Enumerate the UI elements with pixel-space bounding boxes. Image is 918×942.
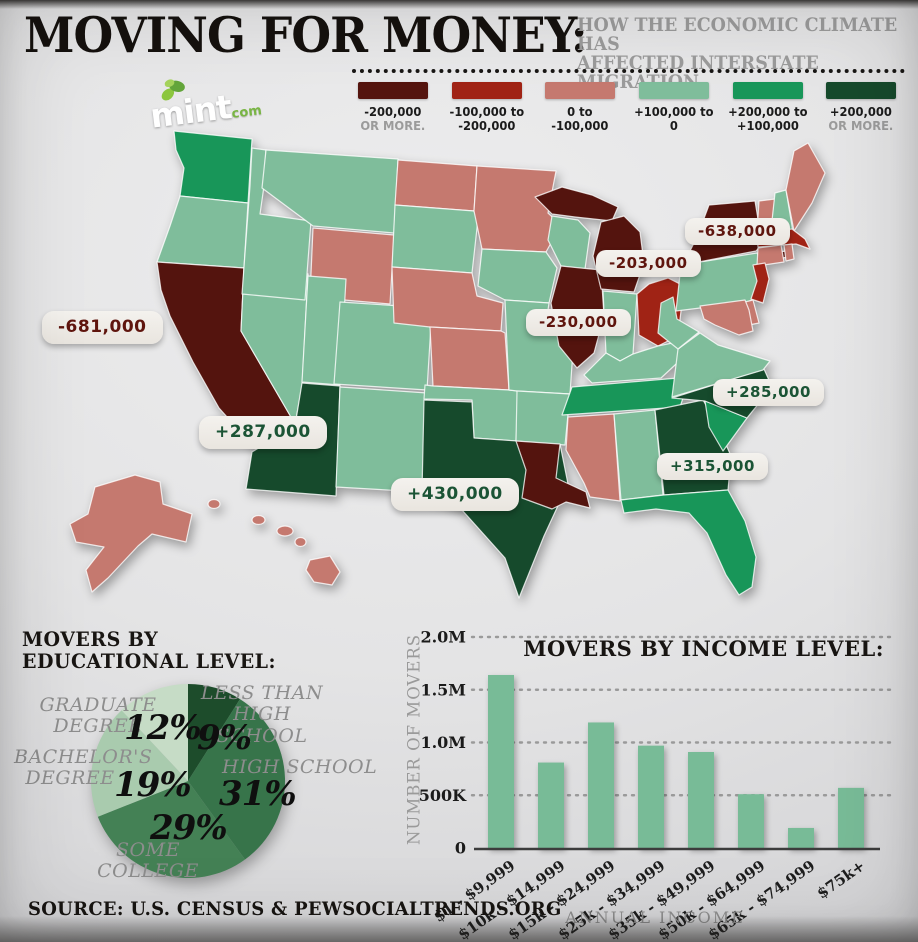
legend-label: +200,000OR MORE. bbox=[818, 105, 904, 134]
y-tick-1.5M: 1.5M bbox=[420, 680, 466, 699]
bar-$50k - $64,999 bbox=[738, 794, 764, 848]
top-edge-shadow bbox=[0, 0, 918, 9]
page-title: MOVING FOR MONEY: bbox=[24, 6, 587, 64]
legend-item: -200,000OR MORE. bbox=[346, 82, 440, 134]
mint-tld: com bbox=[231, 103, 263, 122]
y-tick-1.0M: 1.0M bbox=[420, 733, 466, 752]
legend-label: -100,000 to-200,000 bbox=[443, 105, 529, 134]
pie-label-less-line1: LESS THAN bbox=[194, 683, 330, 704]
income-chart-title: MOVERS BY INCOME LEVEL: bbox=[500, 636, 884, 661]
mint-leaf-icon bbox=[154, 75, 197, 106]
bar-$1 - $9,999 bbox=[488, 675, 514, 848]
callout-AZ: +287,000 bbox=[199, 416, 327, 449]
legend-item: +100,000 to0 bbox=[627, 82, 721, 134]
pie-label-bachelors: BACHELOR'S DEGREE bbox=[14, 747, 126, 790]
legend-item: -100,000 to-200,000 bbox=[440, 82, 534, 134]
pie-value-bachelors: 19% bbox=[114, 765, 191, 805]
callout-TX: +430,000 bbox=[391, 478, 519, 511]
callout-IL: -230,000 bbox=[526, 309, 631, 336]
education-title-line-1: MOVERS BY bbox=[22, 628, 276, 650]
legend-item: +200,000OR MORE. bbox=[814, 82, 908, 134]
subtitle-line-1: HOW THE ECONOMIC CLIMATE HAS bbox=[577, 16, 908, 54]
pie-value-graduate: 12% bbox=[124, 708, 201, 748]
callout-NC: +285,000 bbox=[713, 379, 824, 406]
bar-$75k+ bbox=[838, 788, 864, 848]
legend-swatch bbox=[358, 82, 428, 99]
page-subtitle: HOW THE ECONOMIC CLIMATE HAS AFFECTED IN… bbox=[577, 16, 908, 92]
legend-label: +200,000 to+100,000 bbox=[724, 105, 810, 134]
bar-$65k - $74,999 bbox=[788, 828, 814, 848]
bar-$15k - $24,999 bbox=[588, 722, 614, 848]
bar-$35k - $49,999 bbox=[688, 752, 714, 848]
legend-swatch bbox=[545, 82, 615, 99]
bottom-edge-shadow bbox=[0, 916, 918, 942]
x-tick-$75k+: $75k+ bbox=[814, 857, 869, 903]
legend-label: +100,000 to0 bbox=[631, 105, 717, 134]
legend-item: 0 to-100,000 bbox=[533, 82, 627, 134]
callout-MI: -203,000 bbox=[596, 250, 701, 277]
legend-item: +200,000 to+100,000 bbox=[721, 82, 815, 134]
pie-value-less-than-hs: 9% bbox=[197, 718, 251, 758]
pie-label-bachelors-line2: DEGREE bbox=[14, 768, 126, 789]
callout-GA: +315,000 bbox=[657, 453, 768, 480]
y-axis-label: NUMBER OF MOVERS bbox=[402, 632, 426, 846]
pie-label-some-college: SOME COLLEGE bbox=[78, 840, 218, 883]
education-chart-title: MOVERS BY EDUCATIONAL LEVEL: bbox=[22, 628, 276, 673]
legend: -200,000OR MORE.-100,000 to-200,000 0 to-… bbox=[346, 82, 908, 134]
bar-$10k - $14,999 bbox=[538, 763, 564, 848]
legend-swatch bbox=[639, 82, 709, 99]
legend-label: 0 to-100,000 bbox=[537, 105, 623, 134]
legend-swatch bbox=[733, 82, 803, 99]
legend-swatch bbox=[452, 82, 522, 99]
infographic-poster: MOVING FOR MONEY: HOW THE ECONOMIC CLIMA… bbox=[0, 0, 918, 942]
pie-label-bachelors-line1: BACHELOR'S bbox=[14, 747, 126, 768]
y-tick-0: 0 bbox=[455, 839, 466, 858]
callout-CA: -681,000 bbox=[42, 311, 163, 344]
callout-NY: -638,000 bbox=[685, 218, 790, 245]
bar-$25k - $34,999 bbox=[638, 746, 664, 848]
dotted-divider bbox=[352, 69, 905, 73]
y-tick-2.0M: 2.0M bbox=[420, 628, 466, 647]
education-title-line-2: EDUCATIONAL LEVEL: bbox=[22, 650, 276, 672]
legend-swatch bbox=[826, 82, 896, 99]
pie-value-high-school: 31% bbox=[219, 774, 296, 814]
legend-label: -200,000OR MORE. bbox=[350, 105, 436, 134]
